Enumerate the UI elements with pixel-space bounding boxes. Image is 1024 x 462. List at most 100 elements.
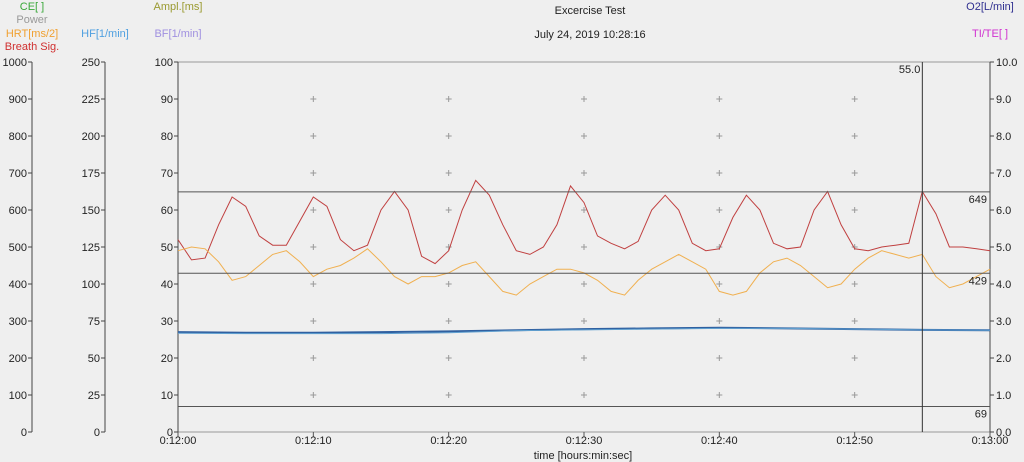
left1-tick-label: 300	[9, 316, 27, 328]
right-tick-label: 9.0	[996, 94, 1011, 106]
cursor-label: 55.0	[899, 64, 920, 76]
right-tick-label: 4.0	[996, 279, 1011, 291]
left2-tick-label: 75	[88, 316, 100, 328]
grid-marker	[851, 392, 858, 398]
legend-tite: TI/TE[ ]	[972, 28, 1008, 40]
grid-marker	[310, 96, 317, 102]
grid-marker	[716, 318, 723, 324]
grid-marker	[851, 96, 858, 102]
left1-tick-label: 1000	[3, 57, 27, 69]
reference-lines-layer: 649 429 69 55.0	[178, 62, 990, 432]
right-tick-label: 0.0	[996, 427, 1011, 439]
left2-tick-label: 200	[82, 131, 100, 143]
grid-marker	[445, 244, 452, 250]
chart-title: Excercise Test	[555, 5, 626, 17]
legend-hf: HF[1/min]	[81, 28, 129, 40]
grid-marker	[445, 96, 452, 102]
grid-marker	[310, 392, 317, 398]
grid-marker	[851, 318, 858, 324]
grid-marker	[851, 170, 858, 176]
left2-tick-label: 150	[82, 205, 100, 217]
right-tick-label: 7.0	[996, 168, 1011, 180]
grid-marker	[581, 170, 587, 176]
grid-marker	[445, 207, 452, 213]
left3-tick-label: 100	[155, 57, 173, 69]
left3-tick-label: 50	[161, 242, 173, 254]
legend-bf: BF[1/min]	[154, 28, 201, 40]
grid-marker	[445, 281, 452, 287]
grid-marker	[581, 355, 587, 361]
left2-tick-label: 50	[88, 353, 100, 365]
grid-marker	[716, 133, 723, 139]
legend-ampl: Ampl.[ms]	[154, 1, 203, 13]
left3-tick-label: 90	[161, 94, 173, 106]
grid-marker	[310, 133, 317, 139]
legend-power: Power	[16, 14, 48, 26]
left3-tick-label: 80	[161, 131, 173, 143]
grid-marker	[310, 318, 317, 324]
left3-tick-label: 40	[161, 279, 173, 291]
right-tick-label: 8.0	[996, 131, 1011, 143]
left2-tick-label: 100	[82, 279, 100, 291]
legend-o2: O2[L/min]	[966, 1, 1014, 13]
left2-tick-label: 0	[94, 427, 100, 439]
grid-marker	[851, 133, 858, 139]
grid-marker	[310, 281, 317, 287]
legend-ce: CE[ ]	[20, 1, 44, 13]
reference-line-label: 69	[975, 408, 987, 420]
right-tick-label: 1.0	[996, 390, 1011, 402]
left2-tick-label: 25	[88, 390, 100, 402]
grid-marker	[851, 281, 858, 287]
left3-tick-label: 70	[161, 168, 173, 180]
left1-tick-label: 800	[9, 131, 27, 143]
right-tick-label: 3.0	[996, 316, 1011, 328]
grid-marker	[716, 207, 723, 213]
right-tick-label: 6.0	[996, 205, 1011, 217]
x-axis-label: time [hours:min:sec]	[534, 450, 632, 462]
grid-marker	[851, 355, 858, 361]
left3-tick-label: 0	[167, 427, 173, 439]
grid-marker	[310, 170, 317, 176]
left1-tick-label: 400	[9, 279, 27, 291]
legend-hrt: HRT[ms/2]	[6, 28, 58, 40]
grid-marker	[581, 318, 587, 324]
grid-marker	[445, 355, 452, 361]
chart-subtitle: July 24, 2019 10:28:16	[534, 29, 645, 41]
series-line-hf-1-min	[177, 327, 991, 335]
grid-marker	[445, 392, 452, 398]
x-tick-label: 0:12:10	[295, 435, 332, 447]
axes-layer: 0:12:00 0:12:10 0:12:20 0:12:30 0:12:40 0:12:…	[3, 57, 1018, 447]
grid-marker	[716, 96, 723, 102]
x-tick-label: 0:12:20	[430, 435, 467, 447]
grid-marker	[310, 207, 317, 213]
left3-tick-label: 60	[161, 205, 173, 217]
reference-line-label: 649	[969, 194, 987, 206]
grid-marker	[310, 244, 317, 250]
grid-marker	[581, 281, 587, 287]
left3-tick-label: 20	[161, 353, 173, 365]
left2-tick-label: 175	[82, 168, 100, 180]
series-layer	[177, 179, 991, 335]
grid-marker	[851, 207, 858, 213]
right-tick-label: 5.0	[996, 242, 1011, 254]
left2-tick-label: 225	[82, 94, 100, 106]
x-tick-label: 0:12:30	[566, 435, 603, 447]
grid-marker	[310, 355, 317, 361]
grid-marker	[581, 207, 587, 213]
left3-tick-label: 30	[161, 316, 173, 328]
grid-marker	[581, 392, 587, 398]
grid-marker	[445, 170, 452, 176]
left3-tick-label: 10	[161, 390, 173, 402]
x-tick-label: 0:13:00	[972, 435, 1009, 447]
grid-marker	[581, 96, 587, 102]
x-tick-label: 0:12:40	[701, 435, 738, 447]
left1-tick-label: 0	[21, 427, 27, 439]
grid-marker	[581, 244, 587, 250]
legend-breath: Breath Sig.	[5, 41, 59, 53]
left1-tick-label: 100	[9, 390, 27, 402]
grid-marker	[716, 170, 723, 176]
grid-layer	[310, 96, 858, 398]
grid-marker	[716, 281, 723, 287]
